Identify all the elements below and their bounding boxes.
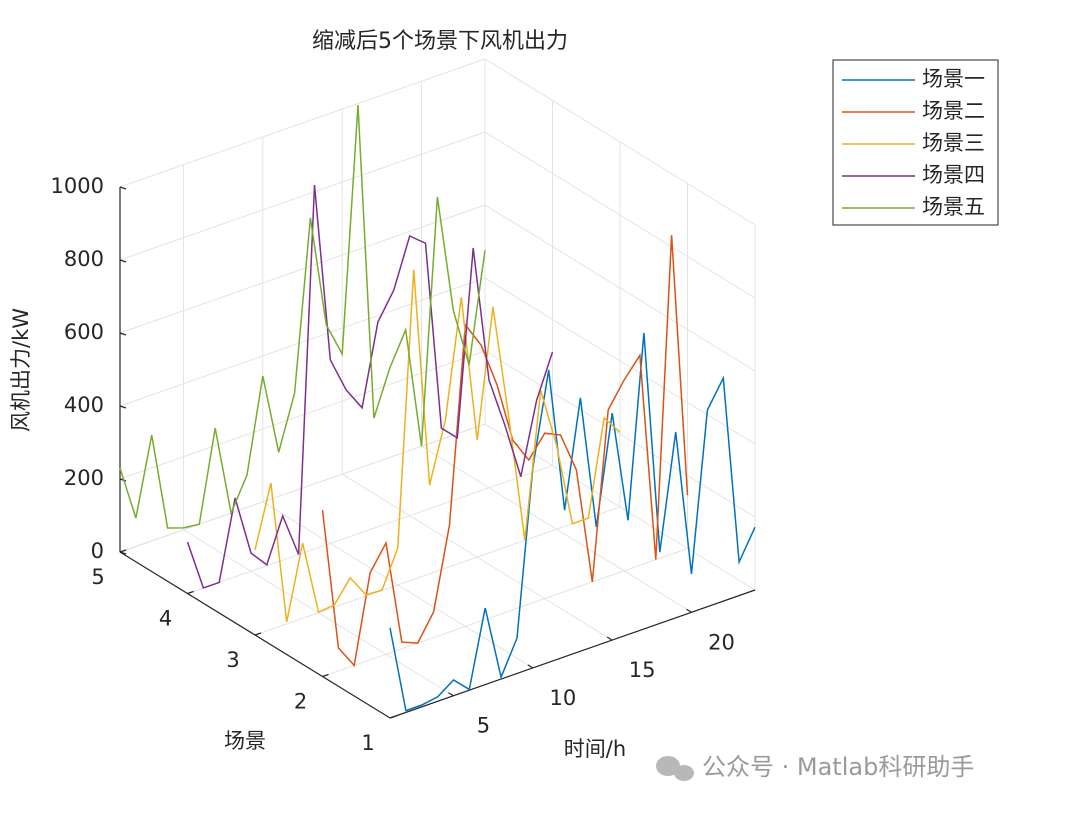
z-tick [119, 332, 127, 336]
y-axis-label: 场景 [224, 729, 266, 753]
y-tick-label: 4 [159, 607, 172, 631]
x-tick-label: 15 [629, 658, 656, 682]
z-axis-label: 风机出力/kW [9, 308, 33, 432]
y-tick [187, 590, 194, 595]
legend-label: 场景四 [922, 163, 985, 187]
grid-line [187, 465, 553, 594]
series-line [186, 185, 554, 589]
x-tick [606, 636, 613, 641]
z-tick-label: 0 [91, 539, 104, 563]
grid-line [119, 277, 486, 407]
x-tick [527, 664, 534, 669]
z-tick [119, 551, 127, 555]
series-line [321, 235, 689, 668]
legend-label: 场景二 [922, 99, 985, 123]
y-tick [254, 632, 262, 636]
x-tick [686, 608, 692, 613]
legend-label: 场景一 [922, 67, 985, 91]
grid-line [484, 277, 756, 445]
grid-line [484, 131, 756, 299]
z-tick [119, 259, 127, 263]
y-tick [322, 673, 329, 678]
y-tick-label: 2 [294, 690, 307, 714]
x-axis-label: 时间/h [564, 737, 626, 761]
z-tick-label: 200 [64, 466, 104, 490]
legend-box [832, 59, 999, 226]
z-tick [119, 186, 127, 190]
x-tick-label: 10 [549, 686, 576, 710]
grid-line [484, 58, 756, 226]
z-tick-label: 800 [64, 247, 104, 271]
series-line [119, 104, 486, 529]
x-tick [448, 692, 454, 697]
grid-line [484, 423, 756, 591]
z-tick-label: 400 [64, 393, 104, 417]
x-axis [389, 589, 756, 719]
legend-label: 场景三 [922, 131, 985, 155]
watermark-icon [656, 756, 694, 781]
y-tick-label: 3 [226, 648, 239, 672]
grid-line [484, 204, 756, 372]
z-tick [119, 478, 127, 482]
grid-line [119, 350, 486, 480]
z-tick [119, 405, 127, 409]
grid-line [484, 350, 756, 518]
y-tick-label: 5 [91, 565, 104, 589]
x-tick-label: 5 [477, 714, 490, 738]
grid-line [322, 548, 688, 677]
grid-line [119, 58, 486, 188]
grid-line [119, 131, 486, 261]
legend-label: 场景五 [922, 195, 985, 219]
grid-line [119, 423, 486, 553]
grid-line [254, 506, 621, 636]
series-line [389, 332, 756, 712]
watermark: 公众号 · Matlab科研助手 [702, 753, 974, 781]
chart-title: 缩减后5个场景下风机出力 [312, 29, 568, 54]
x-tick-label: 20 [708, 630, 735, 654]
z-tick-label: 1000 [51, 174, 104, 198]
grid-line [119, 204, 486, 334]
y-tick-label: 1 [361, 731, 374, 755]
y-tick [119, 549, 127, 553]
series-line [254, 269, 621, 623]
y-tick [389, 715, 397, 719]
z-tick-label: 600 [64, 320, 104, 344]
